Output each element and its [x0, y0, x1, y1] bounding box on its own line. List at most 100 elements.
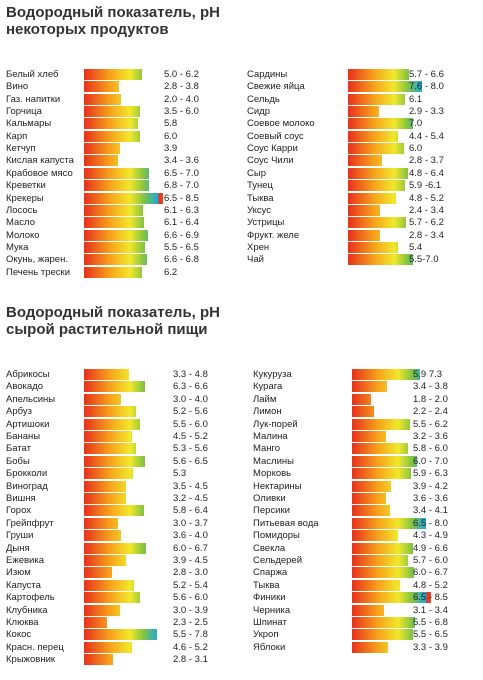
- ph-bar: [352, 555, 408, 566]
- ph-range-value: 3.5 - 4.5: [173, 480, 208, 492]
- table-row: Укроп 5.5 - 6.5: [253, 628, 477, 641]
- product-name: Сельдь: [247, 93, 280, 105]
- ph-bar: [84, 555, 126, 566]
- ph-bar: [348, 254, 414, 266]
- table-row: Клюква 2.3 - 2.5: [6, 616, 232, 629]
- ph-range-value: 3.4 - 3.6: [164, 155, 199, 167]
- product-name: Авокадо: [6, 381, 44, 393]
- ph-range-value: 2.8 - 3.8: [164, 81, 199, 93]
- product-name: Крекеры: [6, 192, 44, 204]
- ph-range-value: 5.9 - 6.3: [413, 468, 448, 480]
- ph-bar: [84, 369, 129, 380]
- product-name: Сельдерей: [253, 555, 303, 566]
- ph-bar: [348, 167, 408, 179]
- ph-bar: [348, 217, 406, 229]
- product-name: Тыква: [253, 579, 280, 591]
- table-row: Кокос 5.5 - 7.8: [6, 628, 232, 641]
- product-name: Апельсины: [6, 393, 56, 405]
- table-row: Сидр 2.9 - 3.3: [247, 105, 477, 118]
- ph-range-value: 5.6 - 6.5: [173, 455, 208, 467]
- ph-range-value: 6.0: [164, 130, 178, 142]
- product-name: Яблоки: [253, 641, 286, 653]
- product-name: Вишня: [6, 493, 36, 504]
- table-row: Свежие яйца 7.6 - 8.0: [247, 80, 477, 93]
- product-name: Вино: [6, 81, 29, 93]
- ph-bar: [84, 254, 148, 266]
- product-name: Кетчуп: [6, 143, 36, 155]
- table-row: Сыр 4.8 - 6.4: [247, 167, 477, 180]
- product-name: Соус Карри: [247, 143, 298, 155]
- ph-bar: [348, 241, 399, 253]
- product-name: Ежевика: [6, 555, 44, 566]
- ph-bar: [352, 592, 432, 604]
- product-name: Оливки: [253, 493, 286, 504]
- table-row: Помидоры 4.3 - 4.9: [253, 529, 477, 542]
- ph-range-value: 3.5 - 6.0: [164, 106, 199, 118]
- table-row: Батат 5.3 - 5.6: [6, 442, 232, 455]
- ph-range-value: 5.9 7.3: [413, 369, 443, 380]
- table-row: Лук-порей 5.5 - 6.2: [253, 418, 477, 431]
- product-name: Масло: [6, 217, 35, 229]
- ph-bar: [352, 493, 386, 504]
- product-name: Груши: [6, 530, 34, 542]
- table-row: Печень трески 6.2: [6, 266, 232, 279]
- ph-range-value: 5.5 - 6.0: [173, 418, 208, 430]
- table-row: Кальмары 5.8: [6, 117, 232, 130]
- ph-bar: [84, 617, 108, 628]
- product-name: Крыжовник: [6, 654, 56, 666]
- product-name: Шпинат: [253, 617, 287, 628]
- ph-range-value: 5.8 - 6.0: [413, 443, 448, 455]
- ph-range-value: 5.7 - 6.2: [409, 217, 444, 229]
- table-row: Устрицы 5.7 - 6.2: [247, 216, 477, 229]
- table-row: Черника 3.1 - 3.4: [253, 604, 477, 617]
- product-name: Финики: [253, 592, 286, 604]
- ph-range-value: 5.3: [173, 468, 187, 480]
- ph-range-value: 6.0 - 6.7: [413, 567, 448, 579]
- ph-bar: [352, 468, 411, 480]
- table-row: Крабовое мясо 6.5 - 7.0: [6, 167, 232, 180]
- table-row: Тыква 4.8 - 5.2: [253, 579, 477, 592]
- ph-range-value: 2.2 - 2.4: [413, 406, 448, 418]
- ph-range-value: 5.8: [164, 118, 178, 130]
- ph-bar: [84, 192, 164, 204]
- section2-title-line1: Водородный показатель, pH: [6, 304, 221, 321]
- table-row: Горчица 3.5 - 6.0: [6, 105, 232, 118]
- ph-range-value: 6.5 - 8.5: [164, 192, 199, 204]
- table-row: Груши 3.6 - 4.0: [6, 529, 232, 542]
- table-row: Капуста 5.2 - 5.4: [6, 579, 232, 592]
- ph-bar: [84, 229, 149, 241]
- product-name: Спаржа: [253, 567, 288, 579]
- ph-range-value: 5.5 - 6.2: [413, 418, 448, 430]
- ph-bar: [348, 192, 397, 204]
- table-row: Кислая капуста 3.4 - 3.6: [6, 154, 232, 167]
- product-name: Соевое молоко: [247, 118, 315, 130]
- table-row: Виноград 3.5 - 4.5: [6, 480, 232, 493]
- ph-range-value: 5.4: [409, 241, 423, 253]
- table-row: Авокадо 6.3 - 6.6: [6, 380, 232, 393]
- table-row: Кетчуп 3.9: [6, 142, 232, 155]
- ph-bar: [84, 241, 145, 253]
- product-name: Лук-порей: [253, 418, 298, 430]
- product-name: Уксус: [247, 204, 272, 216]
- product-name: Лимон: [253, 406, 282, 418]
- ph-bar: [84, 130, 140, 142]
- ph-bar: [84, 592, 140, 604]
- table-row: Тыква 4.8 - 5.2: [247, 192, 477, 205]
- product-name: Сыр: [247, 167, 266, 179]
- ph-range-value: 3.9 - 4.5: [173, 555, 208, 566]
- ph-bar: [84, 381, 146, 393]
- table-row: Лимон 2.2 - 2.4: [253, 405, 477, 418]
- ph-bar: [352, 542, 414, 554]
- ph-range-value: 4.8 - 6.4: [409, 167, 444, 179]
- product-name: Укроп: [253, 629, 279, 641]
- ph-range-value: 2.0 - 4.0: [164, 93, 199, 105]
- table-row: Свекла 4.9 - 6.6: [253, 542, 477, 555]
- table-row: Шпинат 5.5 - 6.8: [253, 616, 477, 629]
- table-row: Оливки 3.6 - 3.6: [253, 492, 477, 505]
- ph-bar: [348, 180, 405, 192]
- product-name: Хрен: [247, 241, 270, 253]
- ph-bar: [84, 106, 140, 118]
- ph-bar: [84, 180, 150, 192]
- ph-bar: [348, 69, 410, 80]
- ph-bar: [352, 530, 398, 542]
